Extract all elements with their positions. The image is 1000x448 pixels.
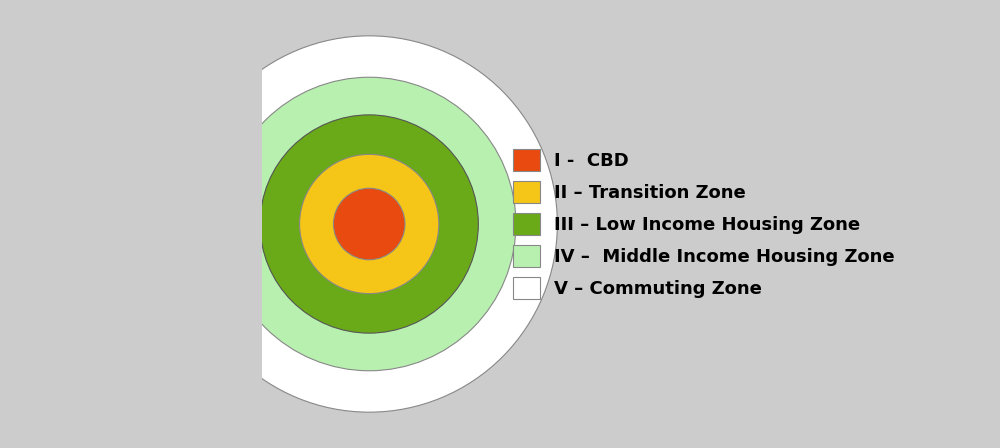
Circle shape (260, 115, 478, 333)
Circle shape (222, 77, 516, 371)
Legend: I -  CBD, II – Transition Zone, III – Low Income Housing Zone, IV –  Middle Inco: I - CBD, II – Transition Zone, III – Low… (504, 140, 904, 308)
Circle shape (181, 36, 557, 412)
Circle shape (333, 188, 405, 260)
Circle shape (300, 155, 439, 293)
